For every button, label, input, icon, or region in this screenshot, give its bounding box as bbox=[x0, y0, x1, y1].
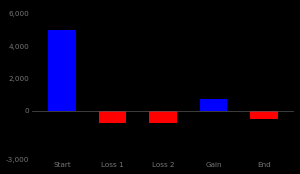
Bar bbox=[250, 111, 278, 119]
Bar bbox=[200, 99, 227, 111]
Bar bbox=[48, 30, 76, 111]
Bar bbox=[149, 111, 177, 123]
Bar bbox=[99, 111, 126, 123]
